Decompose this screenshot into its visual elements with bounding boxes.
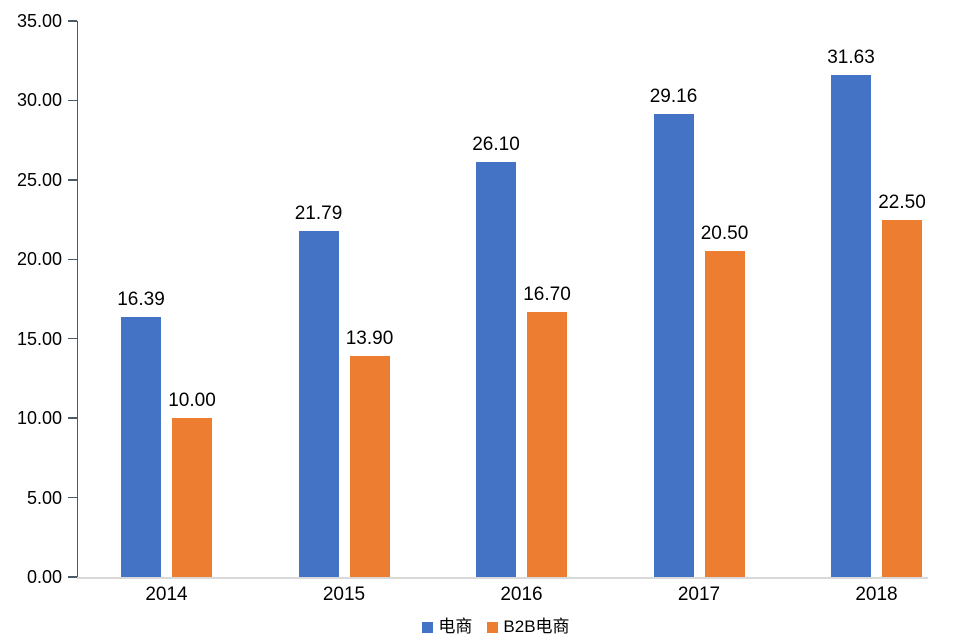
bar-电商-2015 [298,230,339,577]
y-tick-label: 15.00 [16,328,62,349]
y-tick-label: 30.00 [16,90,62,111]
bar-电商-2014 [121,316,161,577]
bar-value-label: 21.79 [294,202,343,224]
bar-value-label: 31.63 [827,46,875,68]
y-axis-line [76,21,78,577]
legend-label: 电商 [438,617,473,636]
y-tick-mark [67,20,77,22]
bar-value-label: 22.50 [878,191,926,213]
x-category-label: 2014 [145,584,188,605]
legend-label: B2B电商 [503,617,570,636]
bar-value-label: 26.10 [472,134,520,156]
bar-value-label: 20.50 [700,223,749,245]
bar-电商-2018 [831,74,871,577]
y-tick-mark [67,417,77,419]
x-category-label: 2016 [500,584,543,605]
legend-item-b2b-ecommerce: B2B电商 [487,617,570,637]
bar-B2B电商-2017 [704,251,745,577]
bar-value-label: 29.16 [649,85,698,107]
x-category-label: 2017 [677,584,721,605]
y-tick-label: 35.00 [16,11,62,31]
y-tick-label: 25.00 [16,169,62,190]
bar-value-label: 16.39 [117,288,165,310]
legend-item-ecommerce: 电商 [422,617,472,637]
bar-value-label: 16.70 [523,283,571,305]
y-tick-label: 20.00 [16,249,62,270]
legend-swatch-icon [487,621,499,633]
bar-value-label: 13.90 [345,328,394,350]
y-tick-label: 5.00 [26,487,62,508]
x-category-label: 2015 [322,584,366,605]
y-tick-label: 10.00 [16,408,62,429]
y-tick-mark [67,337,77,340]
bar-B2B电商-2015 [349,356,390,577]
x-category-label: 2018 [855,584,898,605]
y-tick-mark [67,99,77,102]
y-tick-mark [67,496,77,499]
x-axis-baseline [76,577,928,579]
legend-swatch-icon [422,621,434,633]
y-tick-mark [67,258,77,261]
y-tick-mark [67,576,77,578]
chart-legend: 电商 B2B电商 [0,617,962,637]
y-tick-label: 0.00 [26,567,62,587]
bar-电商-2017 [653,113,694,577]
bar-value-label: 10.00 [168,390,216,412]
bar-B2B电商-2018 [882,219,922,577]
bar-B2B电商-2016 [527,311,567,577]
bar-B2B电商-2014 [172,418,212,577]
bar-电商-2016 [476,162,516,577]
y-tick-mark [67,179,77,181]
